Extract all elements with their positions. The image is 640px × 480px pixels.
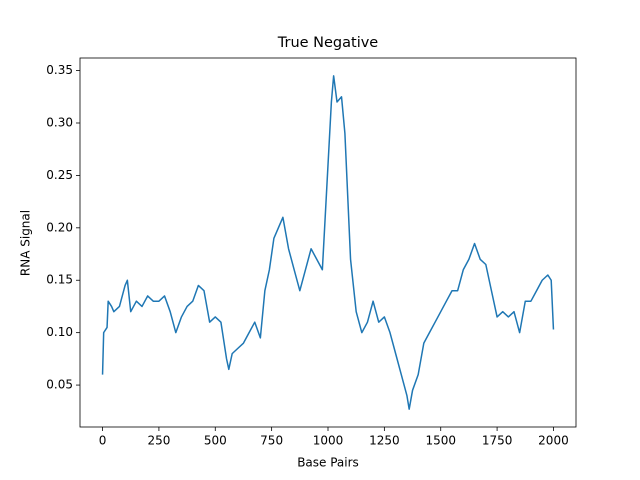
y-tick-label: 0.15 xyxy=(46,273,73,287)
data-line xyxy=(101,75,555,410)
y-tick-label: 0.20 xyxy=(46,220,73,234)
x-tick-label: 1000 xyxy=(313,434,344,448)
x-tick-label: 1250 xyxy=(369,434,400,448)
y-tick-label: 0.25 xyxy=(46,168,73,182)
x-tick-label: 1750 xyxy=(482,434,513,448)
x-axis-label: Base Pairs xyxy=(297,456,359,470)
y-tick-label: 0.35 xyxy=(46,63,73,77)
plot-frame xyxy=(79,57,577,428)
y-axis-label: RNA Signal xyxy=(19,210,33,276)
y-tick-label: 0.10 xyxy=(46,325,73,339)
x-tick-label: 250 xyxy=(147,434,170,448)
x-tick-label: 0 xyxy=(99,434,107,448)
y-tick-label: 0.30 xyxy=(46,115,73,129)
x-tick-label: 500 xyxy=(204,434,227,448)
x-tick-label: 1500 xyxy=(425,434,456,448)
x-tick-label: 2000 xyxy=(538,434,569,448)
x-tick-label: 750 xyxy=(260,434,283,448)
y-tick-label: 0.05 xyxy=(46,378,73,392)
chart-title: True Negative xyxy=(277,35,379,51)
